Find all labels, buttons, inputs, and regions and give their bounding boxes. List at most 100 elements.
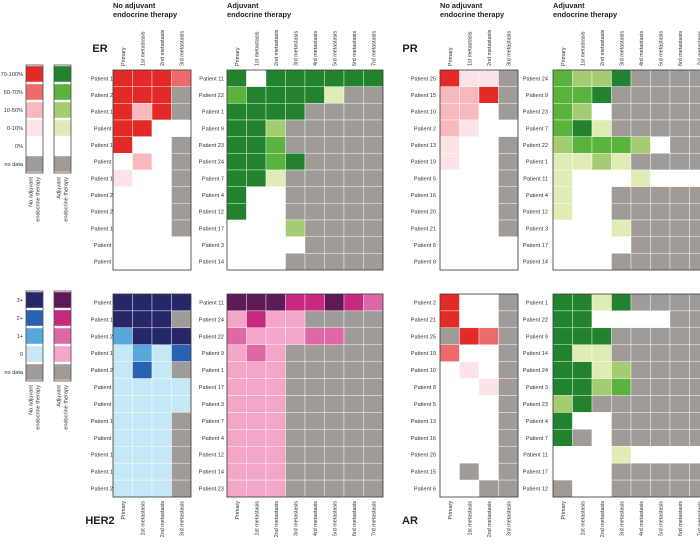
row-label: Patient 1 <box>526 300 548 306</box>
row-label: Patient 5 <box>414 402 436 408</box>
heatmap-cell <box>552 446 573 464</box>
heatmap-cell <box>363 69 384 87</box>
heatmap-cell <box>689 378 700 396</box>
column-label: 1st metastasis <box>467 31 473 66</box>
heatmap-cell <box>572 253 593 271</box>
heatmap-cell <box>611 462 632 481</box>
heatmap-cell <box>650 344 671 362</box>
group-title: No adjuvant endocrine therapy <box>113 1 178 19</box>
heatmap-frame <box>439 293 519 498</box>
heatmap-cell <box>343 203 364 221</box>
heatmap-cell <box>285 86 306 104</box>
heatmap-cell <box>363 203 384 221</box>
heatmap-cell <box>439 310 460 329</box>
heatmap-cell <box>498 169 519 187</box>
heatmap-cell <box>151 253 172 271</box>
heatmap-cell <box>650 361 671 379</box>
row-label: Patient 7 <box>526 436 548 442</box>
heatmap-cell <box>363 327 384 345</box>
row-label: Patient 25 <box>411 76 436 82</box>
heatmap-cell <box>132 327 153 345</box>
heatmap-cell <box>572 446 593 464</box>
heatmap-cell <box>285 169 306 187</box>
heatmap-cell <box>132 479 153 498</box>
heatmap-cell <box>478 169 499 187</box>
row-label: Patient 23 <box>199 143 224 149</box>
row-label: Patient 2 <box>94 126 116 132</box>
column-label: 3rd metastasis <box>179 501 185 536</box>
heatmap-cell <box>112 203 133 221</box>
heatmap-cell <box>304 253 325 271</box>
row-label: Patient 16 <box>411 193 436 199</box>
heatmap-cell <box>265 169 286 187</box>
heatmap-cell <box>363 253 384 271</box>
heatmap-cell <box>246 186 267 204</box>
column-label: 1st metastasis <box>580 31 586 66</box>
heatmap-cell <box>669 86 690 104</box>
heatmap-cell <box>285 153 306 171</box>
heatmap-cell <box>246 429 267 447</box>
column-label: 7rd metastasis <box>697 31 700 66</box>
heatmap-cell <box>226 446 247 464</box>
heatmap-er-group-2: Adjuvant endocrine therapy Primary 1st meta… <box>199 1 384 271</box>
legend-label: 0% <box>15 144 23 150</box>
heatmap-cell <box>459 86 480 104</box>
heatmap-cell <box>572 293 593 312</box>
heatmap-cell <box>151 446 172 464</box>
heatmap-cell <box>498 69 519 87</box>
row-label: Patient 23 <box>199 487 224 493</box>
heatmap-cell <box>304 446 325 464</box>
heatmap-cell <box>304 153 325 171</box>
heatmap-cell <box>226 462 247 481</box>
column-label: 5rd metastasis <box>332 31 338 66</box>
heatmap-cell <box>324 186 345 204</box>
heatmap-cell <box>343 344 364 362</box>
heatmap-cell <box>689 203 700 221</box>
heatmap-cell <box>363 446 384 464</box>
row-label: Patient 4 <box>202 193 224 199</box>
heatmap-cell <box>689 69 700 87</box>
row-label: Patient 6 <box>414 243 436 249</box>
heatmap-cell <box>552 136 573 154</box>
heatmap-cell <box>151 293 172 312</box>
row-label: Patient 9 <box>526 334 548 340</box>
heatmap-frame <box>552 69 700 271</box>
column-label: Primary <box>235 501 241 520</box>
heatmap-cell <box>572 153 593 171</box>
heatmap-cell <box>265 136 286 154</box>
legend-swatch <box>25 65 44 83</box>
heatmap-cell <box>324 361 345 379</box>
heatmap-cell <box>151 219 172 237</box>
heatmap-cell <box>478 479 499 498</box>
heatmap-cell <box>285 310 306 329</box>
heatmap-cell <box>591 103 612 121</box>
heatmap-cell <box>246 136 267 154</box>
heatmap-cell <box>171 429 192 447</box>
heatmap-cell <box>112 344 133 362</box>
heatmap-cell <box>112 136 133 154</box>
heatmap-cell <box>285 186 306 204</box>
heatmap-cell <box>246 293 267 312</box>
heatmap-cell <box>552 86 573 104</box>
heatmap-cell <box>478 236 499 254</box>
heatmap-cell <box>439 378 460 396</box>
row-label: Patient 12 <box>523 210 548 216</box>
heatmap-cell <box>343 395 364 413</box>
heatmap-cell <box>171 236 192 254</box>
heatmap-cell <box>552 169 573 187</box>
heatmap-cell <box>669 119 690 137</box>
column-label: Primary <box>448 47 454 66</box>
heatmap-cell <box>552 395 573 413</box>
row-label: Patient 7 <box>526 126 548 132</box>
heatmap-cell <box>324 429 345 447</box>
heatmap-cell <box>171 253 192 271</box>
legend-caption: No adjuvantendocrine therapy <box>29 177 42 222</box>
heatmap-cell <box>304 69 325 87</box>
heatmap-cell <box>246 219 267 237</box>
heatmap-cell <box>669 236 690 254</box>
column-label: 4rd metastasis <box>313 31 319 66</box>
row-label: Patient 21 <box>91 210 116 216</box>
column-label: 6rd metastasis <box>678 501 684 536</box>
row-label: Patient 22 <box>523 317 548 323</box>
legend-label: 0-10% <box>7 126 23 132</box>
